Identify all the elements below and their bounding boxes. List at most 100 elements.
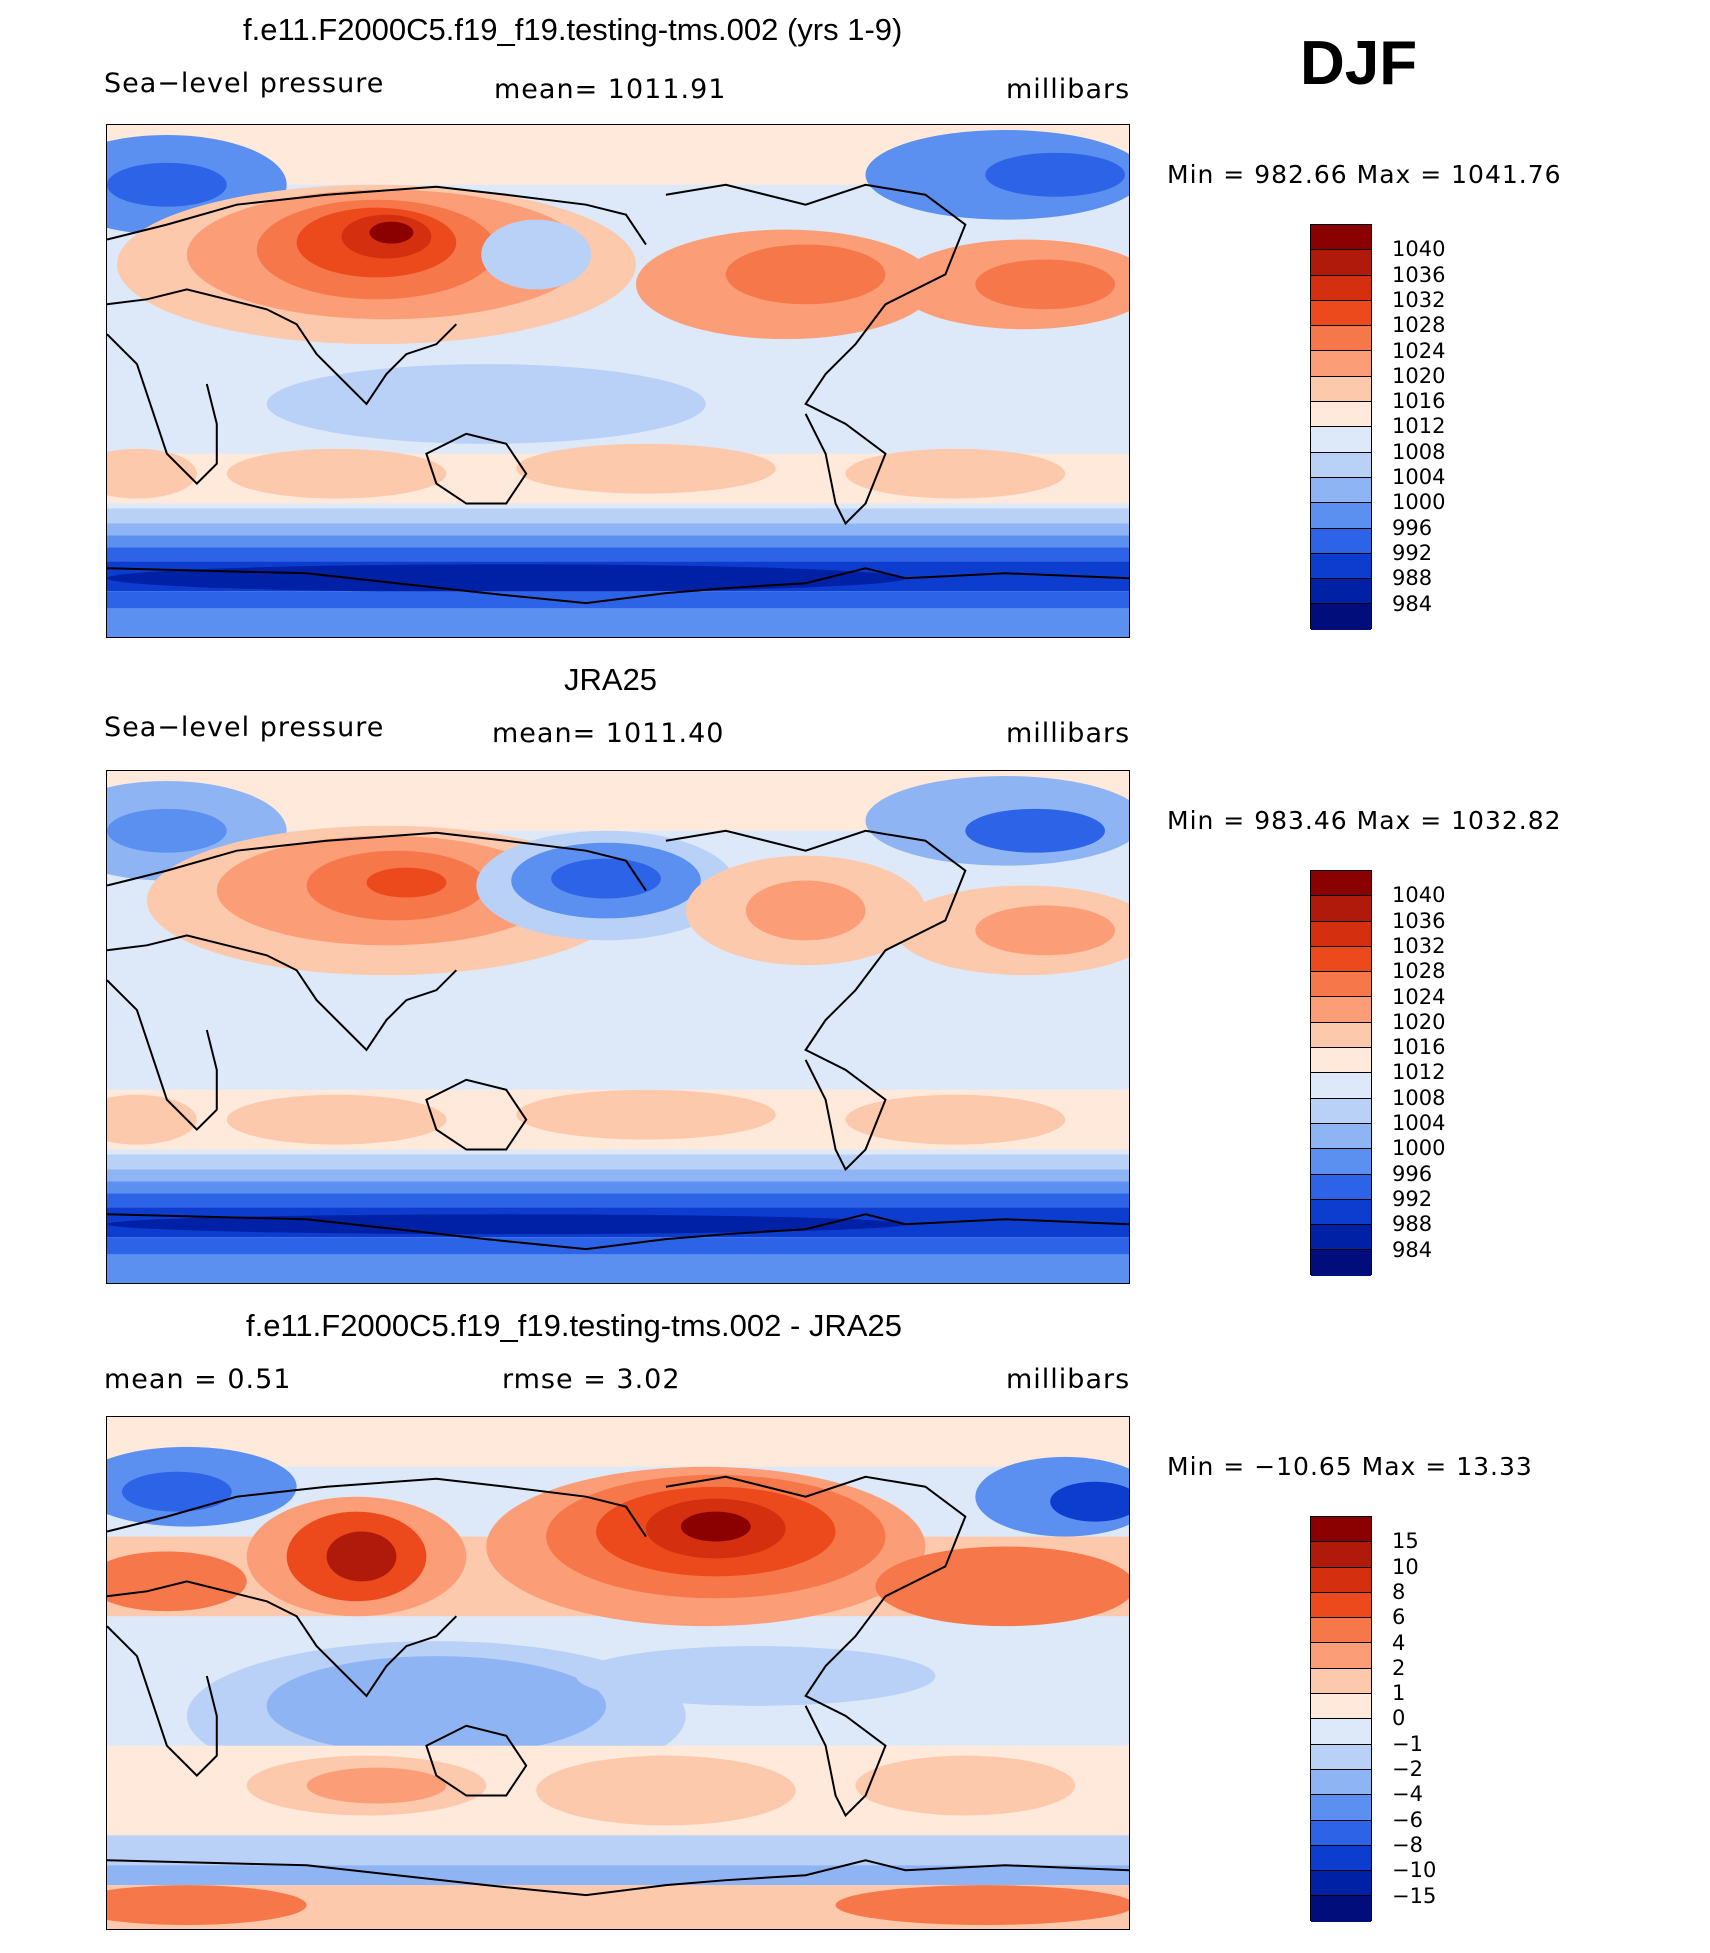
colorbar-swatch bbox=[1311, 1871, 1371, 1897]
colorbar-swatch bbox=[1311, 300, 1371, 327]
colorbar-tick-label: 996 bbox=[1392, 1161, 1433, 1186]
colorbar-swatch bbox=[1311, 1149, 1371, 1175]
colorbar-tick-label: 2 bbox=[1392, 1655, 1406, 1680]
colorbar-tick-label: 996 bbox=[1392, 515, 1433, 540]
colorbar-tick-label: 1020 bbox=[1392, 1009, 1446, 1034]
colorbar-swatch bbox=[1311, 1199, 1371, 1226]
colorbar-swatch bbox=[1311, 997, 1371, 1023]
colorbar-tick-label: 1028 bbox=[1392, 959, 1446, 984]
map-panel-obs bbox=[106, 770, 1130, 1284]
colorbar-model bbox=[1310, 224, 1372, 630]
panel-title-obs: JRA25 bbox=[564, 662, 658, 697]
colorbar-tick-label: 1016 bbox=[1392, 1035, 1446, 1060]
colorbar-swatch bbox=[1311, 326, 1371, 352]
panel-units-label-obs: millibars bbox=[1006, 718, 1131, 749]
colorbar-swatch bbox=[1311, 579, 1371, 605]
colorbar-tick-label: 1032 bbox=[1392, 933, 1446, 958]
colorbar-swatch bbox=[1311, 1592, 1371, 1619]
map-panel-model bbox=[106, 124, 1130, 638]
colorbar-swatch bbox=[1311, 972, 1371, 998]
slp-map-diff bbox=[107, 1417, 1129, 1929]
colorbar-swatch bbox=[1311, 477, 1371, 504]
colorbar-swatch bbox=[1311, 351, 1371, 377]
panel-mean-label-diff: mean = 0.51 bbox=[104, 1364, 292, 1395]
colorbar-swatch bbox=[1311, 1048, 1371, 1074]
colorbar-swatch bbox=[1311, 604, 1371, 630]
panel-mean-label-obs: mean= 1011.40 bbox=[492, 718, 725, 749]
colorbar-swatch bbox=[1311, 1694, 1371, 1720]
map-panel-diff bbox=[106, 1416, 1130, 1930]
colorbar-swatch bbox=[1311, 1820, 1371, 1846]
colorbar-tick-label: 15 bbox=[1392, 1529, 1419, 1554]
colorbar-swatch bbox=[1311, 1098, 1371, 1124]
colorbar-swatch bbox=[1311, 1250, 1371, 1276]
panel-rmse-label-diff: rmse = 3.02 bbox=[502, 1364, 681, 1395]
colorbar-tick-label: 1000 bbox=[1392, 490, 1446, 515]
panel-title-diff: f.e11.F2000C5.f19_f19.testing-tms.002 - … bbox=[246, 1308, 902, 1343]
colorbar-tick-label: 1036 bbox=[1392, 908, 1446, 933]
colorbar-diff bbox=[1310, 1516, 1372, 1922]
colorbar-tick-label: 1032 bbox=[1392, 287, 1446, 312]
colorbar-tick-label: −10 bbox=[1392, 1858, 1437, 1883]
colorbar-swatch bbox=[1311, 1542, 1371, 1568]
colorbar-tick-label: 984 bbox=[1392, 591, 1433, 616]
season-label: DJF bbox=[1300, 29, 1418, 98]
colorbar-swatch bbox=[1311, 250, 1371, 276]
colorbar-swatch bbox=[1311, 1795, 1371, 1821]
colorbar-swatch bbox=[1311, 1225, 1371, 1251]
panel-units-label-model: millibars bbox=[1006, 74, 1131, 105]
colorbar-swatch bbox=[1311, 1618, 1371, 1644]
colorbar-swatch bbox=[1311, 1643, 1371, 1669]
colorbar-swatch bbox=[1311, 452, 1371, 478]
colorbar-swatch bbox=[1311, 1719, 1371, 1745]
colorbar-tick-label: 8 bbox=[1392, 1579, 1406, 1604]
colorbar-swatch bbox=[1311, 275, 1371, 301]
colorbar-tick-label: 1024 bbox=[1392, 984, 1446, 1009]
colorbar-swatch bbox=[1311, 1123, 1371, 1150]
colorbar-tick-label: 992 bbox=[1392, 540, 1433, 565]
colorbar-swatch bbox=[1311, 1174, 1371, 1200]
colorbar-tick-label: 1008 bbox=[1392, 439, 1446, 464]
colorbar-swatch bbox=[1311, 871, 1371, 897]
colorbar-tick-label: −8 bbox=[1392, 1832, 1423, 1857]
panel-left-label-obs: Sea−level pressure bbox=[104, 712, 385, 743]
colorbar-swatch bbox=[1311, 503, 1371, 529]
colorbar-tick-label: 1040 bbox=[1392, 237, 1446, 262]
colorbar-swatch bbox=[1311, 402, 1371, 428]
colorbar-swatch bbox=[1311, 1769, 1371, 1796]
colorbar-tick-label: 1008 bbox=[1392, 1085, 1446, 1110]
colorbar-tick-label: 1012 bbox=[1392, 414, 1446, 439]
colorbar-obs bbox=[1310, 870, 1372, 1276]
panel-left-label-model: Sea−level pressure bbox=[104, 68, 385, 99]
colorbar-tick-label: 1012 bbox=[1392, 1060, 1446, 1085]
slp-map-obs bbox=[107, 771, 1129, 1283]
colorbar-swatch bbox=[1311, 1517, 1371, 1543]
panel-mean-label-model: mean= 1011.91 bbox=[494, 74, 727, 105]
colorbar-tick-label: −6 bbox=[1392, 1807, 1423, 1832]
colorbar-tick-label: 988 bbox=[1392, 566, 1433, 591]
colorbar-swatch bbox=[1311, 1073, 1371, 1099]
colorbar-tick-label: 1020 bbox=[1392, 363, 1446, 388]
colorbar-swatch bbox=[1311, 427, 1371, 453]
colorbar-tick-label: 1028 bbox=[1392, 313, 1446, 338]
colorbar-tick-label: −2 bbox=[1392, 1757, 1423, 1781]
colorbar-tick-label: 1036 bbox=[1392, 262, 1446, 287]
colorbar-swatch bbox=[1311, 1567, 1371, 1593]
colorbar-tick-label: 1024 bbox=[1392, 338, 1446, 363]
minmax-label-obs: Min = 983.46 Max = 1032.82 bbox=[1167, 806, 1562, 835]
slp-map-model bbox=[107, 125, 1129, 637]
colorbar-tick-label: 10 bbox=[1392, 1554, 1419, 1579]
colorbar-tick-label: 1 bbox=[1392, 1681, 1406, 1706]
colorbar-tick-label: 992 bbox=[1392, 1186, 1433, 1211]
colorbar-swatch bbox=[1311, 946, 1371, 973]
minmax-label-diff: Min = −10.65 Max = 13.33 bbox=[1167, 1452, 1533, 1481]
colorbar-swatch bbox=[1311, 1668, 1371, 1695]
colorbar-swatch bbox=[1311, 921, 1371, 947]
colorbar-swatch bbox=[1311, 1022, 1371, 1049]
panel-title-model: f.e11.F2000C5.f19_f19.testing-tms.002 (y… bbox=[243, 12, 903, 47]
colorbar-tick-label: 1016 bbox=[1392, 389, 1446, 414]
colorbar-tick-label: −15 bbox=[1392, 1883, 1437, 1908]
colorbar-swatch bbox=[1311, 1845, 1371, 1872]
colorbar-swatch bbox=[1311, 225, 1371, 251]
colorbar-swatch bbox=[1311, 376, 1371, 403]
